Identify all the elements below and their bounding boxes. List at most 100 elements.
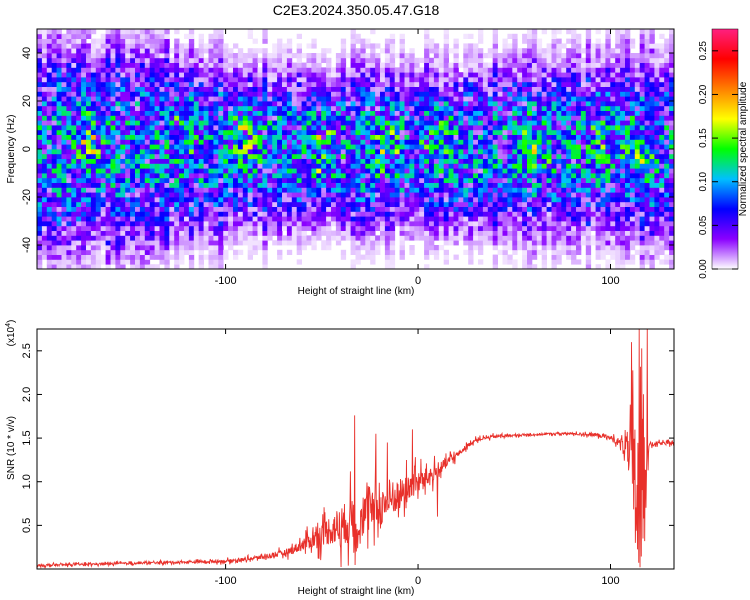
heatmap-cell (365, 206, 371, 212)
heatmap-cell (218, 62, 224, 68)
heatmap-cell (86, 211, 92, 217)
heatmap-cell (458, 139, 464, 145)
heatmap-cell (247, 115, 253, 121)
heatmap-cell (331, 168, 337, 174)
heatmap-cell (448, 144, 454, 150)
heatmap-cell (282, 72, 288, 78)
heatmap-cell (247, 134, 253, 140)
heatmap-cell (213, 77, 219, 83)
heatmap-cell (546, 144, 552, 150)
heatmap-cell (76, 173, 82, 179)
heatmap-cell (414, 153, 420, 159)
heatmap-cell (41, 43, 48, 49)
heatmap-cell (66, 149, 72, 155)
heatmap-cell (252, 105, 258, 111)
heatmap-cell (517, 235, 523, 241)
heatmap-cell (115, 221, 121, 227)
heatmap-cell (247, 182, 253, 188)
heatmap-cell (409, 105, 415, 111)
heatmap-cell (566, 235, 572, 241)
heatmap-cell (365, 153, 371, 159)
heatmap-cell (365, 144, 371, 150)
heatmap-cell (257, 206, 263, 212)
heatmap-cell (536, 163, 543, 169)
heatmap-cell (135, 144, 141, 150)
heatmap-cell (233, 43, 239, 49)
heatmap-cell (95, 67, 102, 73)
heatmap-cell (556, 77, 562, 83)
heatmap-cell (247, 29, 253, 35)
heatmap-cell (453, 182, 459, 188)
heatmap-cell (149, 77, 155, 83)
heatmap-cell (247, 72, 253, 78)
heatmap-cell (527, 77, 533, 83)
heatmap-cell (90, 211, 97, 217)
heatmap-cell (512, 240, 518, 246)
heatmap-cell (51, 33, 57, 39)
heatmap-cell (257, 168, 263, 174)
heatmap-cell (419, 101, 425, 107)
heatmap-cell (130, 134, 136, 140)
heatmap-cell (174, 216, 180, 222)
heatmap-cell (76, 182, 82, 188)
heatmap-cell (380, 144, 386, 150)
heatmap-cell (291, 153, 298, 159)
heatmap-cell (375, 101, 381, 107)
heatmap-cell (365, 158, 371, 164)
heatmap-cell (144, 139, 151, 145)
heatmap-cell (247, 206, 253, 212)
heatmap-cell (561, 211, 567, 217)
heatmap-cell (365, 101, 371, 107)
heatmap-cell (41, 144, 48, 150)
heatmap-cell (291, 211, 298, 217)
heatmap-cell (46, 192, 53, 198)
heatmap-cell (51, 216, 57, 222)
heatmap-cell (301, 110, 307, 116)
heatmap-cell (188, 38, 195, 44)
heatmap-cell (551, 158, 557, 164)
heatmap-cell (242, 177, 249, 183)
heatmap-cell (233, 249, 239, 255)
heatmap-cell (198, 201, 204, 207)
heatmap-cell (100, 201, 106, 207)
heatmap-cell (360, 192, 366, 198)
heatmap-cell (159, 125, 165, 131)
heatmap-cell (286, 91, 293, 97)
heatmap-cell (37, 149, 43, 155)
heatmap-cell (125, 125, 131, 131)
heatmap-cell (71, 235, 77, 241)
heatmap-cell (370, 206, 376, 212)
heatmap-cell (370, 120, 376, 126)
heatmap-cell (326, 81, 332, 87)
heatmap-cell (46, 77, 53, 83)
heatmap-cell (438, 149, 445, 155)
heatmap-cell (41, 235, 48, 241)
heatmap-cell (237, 249, 244, 255)
heatmap-cell (350, 192, 356, 198)
heatmap-cell (115, 173, 121, 179)
heatmap-cell (115, 33, 121, 39)
heatmap-cell (179, 43, 185, 49)
heatmap-cell (522, 173, 528, 179)
heatmap-cell (556, 105, 562, 111)
heatmap-cell (242, 206, 249, 212)
heatmap-cell (566, 173, 572, 179)
heatmap-cell (306, 67, 312, 73)
heatmap-cell (105, 29, 111, 35)
heatmap-cell (497, 149, 503, 155)
heatmap-cell (188, 182, 195, 188)
heatmap-cell (561, 144, 567, 150)
heatmap-cell (561, 72, 567, 78)
heatmap-cell (144, 245, 151, 251)
heatmap-cell (384, 249, 391, 255)
heatmap-cell (95, 197, 102, 203)
heatmap-cell (149, 96, 155, 102)
heatmap-cell (164, 43, 170, 49)
heatmap-cell (321, 177, 327, 183)
heatmap-cell (56, 206, 62, 212)
heatmap-cell (541, 206, 547, 212)
heatmap-cell (438, 57, 445, 63)
heatmap-cell (527, 264, 533, 269)
heatmap-cell (164, 149, 170, 155)
heatmap-cell (164, 264, 170, 269)
